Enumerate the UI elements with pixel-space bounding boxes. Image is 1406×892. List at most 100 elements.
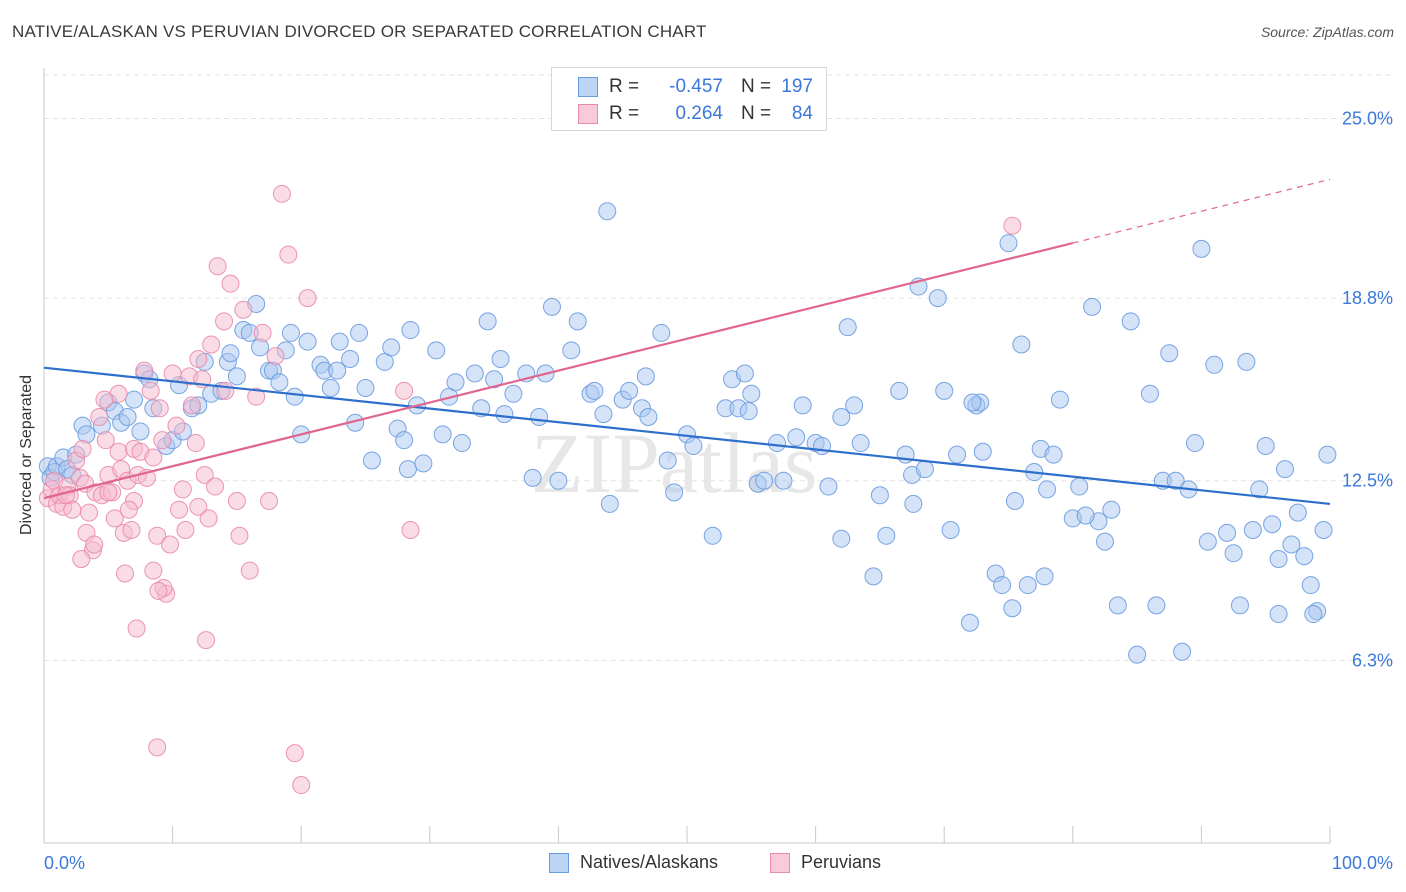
data-point-natives (904, 494, 923, 513)
data-point-peruvians (260, 492, 279, 511)
data-point-natives (819, 477, 838, 496)
data-point-natives (973, 442, 992, 461)
data-point-natives (813, 436, 832, 455)
data-point-natives (491, 350, 510, 369)
data-point-natives (1192, 239, 1211, 258)
data-point-natives (739, 402, 758, 421)
data-point-natives (1102, 500, 1121, 519)
data-point-natives (1198, 532, 1217, 551)
data-point-natives (864, 567, 883, 586)
data-point-natives (1314, 521, 1333, 540)
y-axis-title: Divorced or Separated (18, 374, 35, 536)
correlation-legend: R = -0.457 N = 197 R = 0.264 N = 84 (551, 67, 827, 131)
data-point-natives (362, 451, 381, 470)
legend-n-label: N = (741, 103, 772, 124)
data-point-natives (832, 529, 851, 548)
legend-r-value: 0.264 (675, 103, 723, 124)
series-swatch-pink (770, 852, 790, 873)
data-point-peruvians (90, 407, 109, 426)
data-point-peruvians (240, 561, 259, 580)
legend-n-value: 197 (781, 76, 813, 97)
data-point-natives (890, 381, 909, 400)
data-point-peruvians (202, 335, 221, 354)
data-point-natives (1263, 515, 1282, 534)
data-point-peruvians (163, 364, 182, 383)
data-point-natives (549, 471, 568, 490)
data-point-natives (665, 483, 684, 502)
data-point-peruvians (135, 361, 154, 380)
data-point-peruvians (173, 480, 192, 499)
data-point-natives (1256, 436, 1275, 455)
legend-swatch-blue (578, 77, 598, 97)
data-point-natives (1218, 523, 1237, 542)
data-point-natives (594, 405, 613, 424)
data-point-peruvians (215, 312, 234, 331)
data-point-natives (382, 338, 401, 357)
data-point-peruvians (279, 245, 298, 264)
data-point-peruvians (401, 521, 420, 540)
data-point-peruvians (197, 631, 216, 650)
data-point-natives (1185, 434, 1204, 453)
trend-lines (43, 178, 1331, 506)
data-point-natives (341, 350, 360, 369)
data-point-natives (1070, 477, 1089, 496)
data-point-peruvians (186, 434, 205, 453)
data-point-natives (1288, 503, 1307, 522)
data-point-natives (395, 431, 414, 450)
data-point-natives (585, 381, 604, 400)
data-point-natives (774, 471, 793, 490)
data-point-peruvians (150, 399, 169, 418)
data-point-peruvians (153, 431, 172, 450)
legend-n-label: N = (741, 76, 772, 97)
data-point-natives (1018, 576, 1037, 595)
data-point-natives (1121, 312, 1140, 331)
data-point-natives (1108, 596, 1127, 615)
data-point-peruvians (298, 289, 317, 308)
data-point-peruvians (119, 500, 138, 519)
data-point-natives (131, 422, 150, 441)
data-point-peruvians (208, 257, 227, 276)
y-tick-label: 18.8% (1342, 288, 1393, 308)
data-point-natives (1250, 480, 1269, 499)
data-point-natives (328, 361, 347, 380)
legend-n-value: 84 (791, 103, 813, 124)
data-point-natives (356, 378, 375, 397)
data-point-natives (1044, 445, 1063, 464)
data-point-peruvians (189, 497, 208, 516)
data-point-natives (935, 381, 954, 400)
data-point-peruvians (285, 744, 304, 763)
data-point-natives (742, 384, 761, 403)
data-point-natives (414, 454, 433, 473)
data-point-natives (118, 407, 137, 426)
data-point-peruvians (72, 549, 91, 568)
data-point-peruvians (253, 323, 272, 342)
data-point-natives (1076, 506, 1095, 525)
data-point-natives (465, 364, 484, 383)
data-point-natives (504, 384, 523, 403)
data-point-peruvians (206, 477, 225, 496)
data-point-peruvians (272, 184, 291, 203)
data-point-natives (620, 381, 639, 400)
data-point-natives (1237, 352, 1256, 371)
data-point-natives (1012, 335, 1031, 354)
data-point-natives (636, 367, 655, 386)
data-point-natives (870, 486, 889, 505)
data-point-natives (928, 289, 947, 308)
data-point-natives (598, 202, 617, 221)
series-legend-peruvians: Peruvians (770, 852, 881, 873)
data-point-natives (851, 434, 870, 453)
data-point-natives (401, 321, 420, 340)
data-point-natives (221, 344, 240, 363)
series-legend: Natives/Alaskans Peruvians (0, 852, 1406, 878)
data-point-natives (562, 341, 581, 360)
data-point-natives (542, 297, 561, 316)
data-point-peruvians (167, 416, 186, 435)
data-point-peruvians (195, 465, 214, 484)
data-point-natives (270, 373, 289, 392)
data-point-natives (285, 387, 304, 406)
data-point-natives (1275, 460, 1294, 479)
data-point-peruvians (127, 619, 146, 638)
y-tick-label: 25.0% (1342, 108, 1393, 128)
data-point-peruvians (395, 381, 414, 400)
series-legend-label: Peruvians (801, 852, 882, 872)
